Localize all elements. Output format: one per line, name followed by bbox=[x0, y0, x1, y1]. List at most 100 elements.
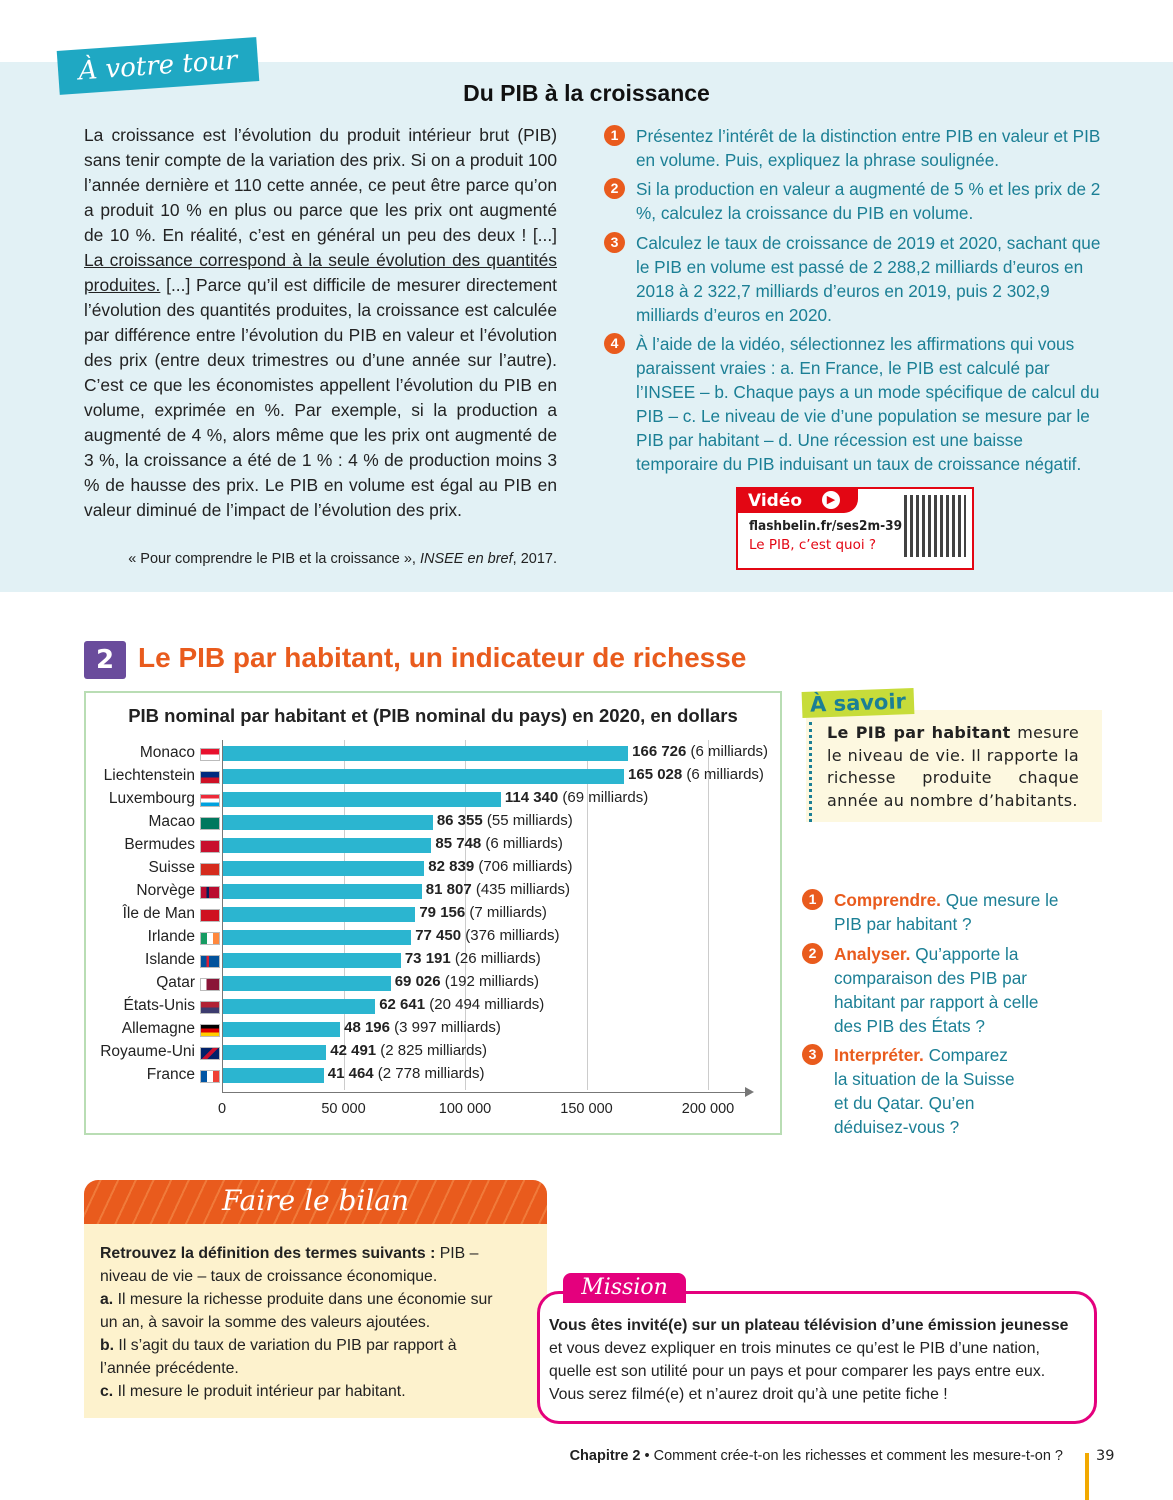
scalloped-edge bbox=[0, 52, 1173, 72]
data-label: 86 355 (55 milliards) bbox=[437, 812, 573, 829]
gdp-annotation: (192 milliards) bbox=[444, 973, 539, 990]
gridline bbox=[586, 740, 588, 1090]
bilan-header bbox=[84, 1180, 547, 1224]
citation-publication: INSEE en bref bbox=[419, 551, 513, 567]
data-label: 77 450 (376 milliards) bbox=[415, 927, 559, 944]
definition-term: Le PIB par habitant bbox=[827, 723, 1011, 742]
mission-body: et vous devez expliquer en trois minutes… bbox=[549, 1340, 1046, 1403]
category-label: Allemagne bbox=[121, 1020, 195, 1037]
play-icon[interactable]: ▶ bbox=[822, 491, 840, 509]
category-label: Islande bbox=[145, 951, 195, 968]
x-axis bbox=[222, 1092, 747, 1093]
bar bbox=[223, 792, 501, 807]
flag-icon bbox=[200, 1070, 220, 1083]
data-label: 81 807 (435 milliards) bbox=[426, 881, 570, 898]
value-label: 79 156 bbox=[419, 904, 470, 921]
flag-icon bbox=[200, 794, 220, 807]
category-label: Bermudes bbox=[124, 836, 195, 853]
question-text: Que mesure le PIB par habitant ? bbox=[834, 890, 1059, 934]
exercise-title: Du PIB à la croissance bbox=[463, 80, 710, 106]
a-savoir-box bbox=[806, 710, 1102, 822]
gdp-annotation: (7 milliards) bbox=[469, 904, 547, 921]
value-label: 85 748 bbox=[435, 835, 486, 852]
question-text: Calculez le taux de croissance de 2019 e… bbox=[636, 233, 1101, 325]
item-key: a. bbox=[100, 1291, 114, 1308]
item-text: Il s’agit du taux de variation du PIB pa… bbox=[100, 1337, 457, 1377]
category-label: Irlande bbox=[147, 928, 195, 945]
citation-year: , 2017. bbox=[512, 551, 557, 567]
exercise-panel bbox=[0, 62, 1173, 592]
gdp-annotation: (20 494 milliards) bbox=[429, 996, 545, 1013]
value-label: 77 450 bbox=[415, 927, 466, 944]
gdp-annotation: (2 778 milliards) bbox=[377, 1065, 485, 1082]
section-number: 2 bbox=[84, 641, 126, 679]
data-label: 62 641 (20 494 milliards) bbox=[379, 996, 544, 1013]
bar bbox=[223, 1068, 324, 1083]
bar bbox=[223, 999, 376, 1014]
value-label: 69 026 bbox=[394, 973, 445, 990]
bar bbox=[223, 1022, 341, 1037]
flag-icon bbox=[200, 909, 220, 922]
data-label: 73 191 (26 milliards) bbox=[405, 950, 541, 967]
bar bbox=[223, 953, 401, 968]
video-header: Vidéo ▶ bbox=[738, 489, 858, 513]
item-key: b. bbox=[100, 1337, 115, 1354]
footer-bar bbox=[1085, 1453, 1089, 1500]
data-label: 114 340 (69 milliards) bbox=[505, 789, 648, 806]
flag-icon bbox=[200, 840, 220, 853]
question-number: 2 bbox=[604, 178, 625, 199]
value-label: 62 641 bbox=[379, 996, 430, 1013]
value-label: 82 839 bbox=[428, 858, 479, 875]
category-label: Suisse bbox=[148, 859, 195, 876]
bar bbox=[223, 1045, 327, 1060]
question-number: 3 bbox=[802, 1044, 823, 1065]
flag-icon bbox=[200, 1001, 220, 1014]
text-part: [...] Parce qu’il est difficile de mesur… bbox=[84, 275, 557, 520]
bar bbox=[223, 815, 433, 830]
question-text: Qu’apporte la comparaison des PIB par ha… bbox=[834, 944, 1039, 1036]
value-label: 86 355 bbox=[436, 812, 487, 829]
video-title: Le PIB, c’est quoi ? bbox=[749, 537, 877, 553]
gdp-annotation: (2 825 milliards) bbox=[380, 1042, 487, 1059]
mission-tag: Mission bbox=[563, 1273, 686, 1303]
question-label: Analyser. bbox=[834, 944, 911, 964]
question-1: 1 Présentez l’intérêt de la distinction e… bbox=[604, 124, 1105, 172]
doc-question-2: 2 Analyser. Qu’apporte la comparaison des… bbox=[802, 942, 1058, 1038]
category-label: Monaco bbox=[139, 744, 195, 761]
flag-icon bbox=[200, 886, 220, 899]
qr-code-icon bbox=[904, 495, 966, 557]
flag-icon bbox=[200, 1047, 220, 1060]
question-text: À l’aide de la vidéo, sélectionnez les a… bbox=[636, 334, 1100, 474]
bilan-text: Retrouvez la définition des termes suiva… bbox=[100, 1242, 500, 1403]
x-tick-label: 200 000 bbox=[681, 1101, 735, 1117]
y-axis bbox=[222, 740, 223, 1092]
footer-chapter: Chapitre 2 bbox=[569, 1448, 641, 1464]
data-label: 166 726 (6 milliards) bbox=[632, 743, 768, 760]
question-number: 1 bbox=[604, 125, 625, 146]
category-label: Macao bbox=[148, 813, 195, 830]
category-label: Norvège bbox=[136, 882, 195, 899]
category-label: Luxembourg bbox=[108, 790, 195, 807]
bilan-intro: Retrouvez la définition des termes suiva… bbox=[100, 1245, 436, 1262]
mission-lead: Vous êtes invité(e) sur un plateau télév… bbox=[549, 1317, 1069, 1334]
video-link[interactable]: flashbelin.fr/ses2m-39 bbox=[749, 518, 903, 534]
page-number: 39 bbox=[1096, 1448, 1115, 1464]
bilan-terms: PIB – niveau de vie – taux de croissance… bbox=[100, 1245, 479, 1285]
value-label: 81 807 bbox=[425, 881, 476, 898]
question-number: 1 bbox=[802, 889, 823, 910]
flag-icon bbox=[200, 863, 220, 876]
question-label: Comprendre. bbox=[834, 890, 941, 910]
bar bbox=[223, 746, 629, 761]
question-text: Présentez l’intérêt de la distinction en… bbox=[636, 126, 1101, 170]
gdp-annotation: (26 milliards) bbox=[454, 950, 541, 967]
a-savoir-text: Le PIB par habitant mesure le niveau de … bbox=[827, 722, 1079, 812]
bar bbox=[223, 884, 422, 899]
flag-icon bbox=[200, 955, 220, 968]
question-number: 2 bbox=[802, 943, 823, 964]
data-label: 85 748 (6 milliards) bbox=[435, 835, 563, 852]
video-box[interactable]: Vidéo ▶ flashbelin.fr/ses2m-39 Le PIB, c’… bbox=[736, 487, 974, 570]
data-label: 82 839 (706 milliards) bbox=[428, 858, 572, 875]
footer: Chapitre 2 • Comment crée-t-on les riche… bbox=[570, 1448, 1063, 1464]
data-label: 41 464 (2 778 milliards) bbox=[328, 1065, 485, 1082]
